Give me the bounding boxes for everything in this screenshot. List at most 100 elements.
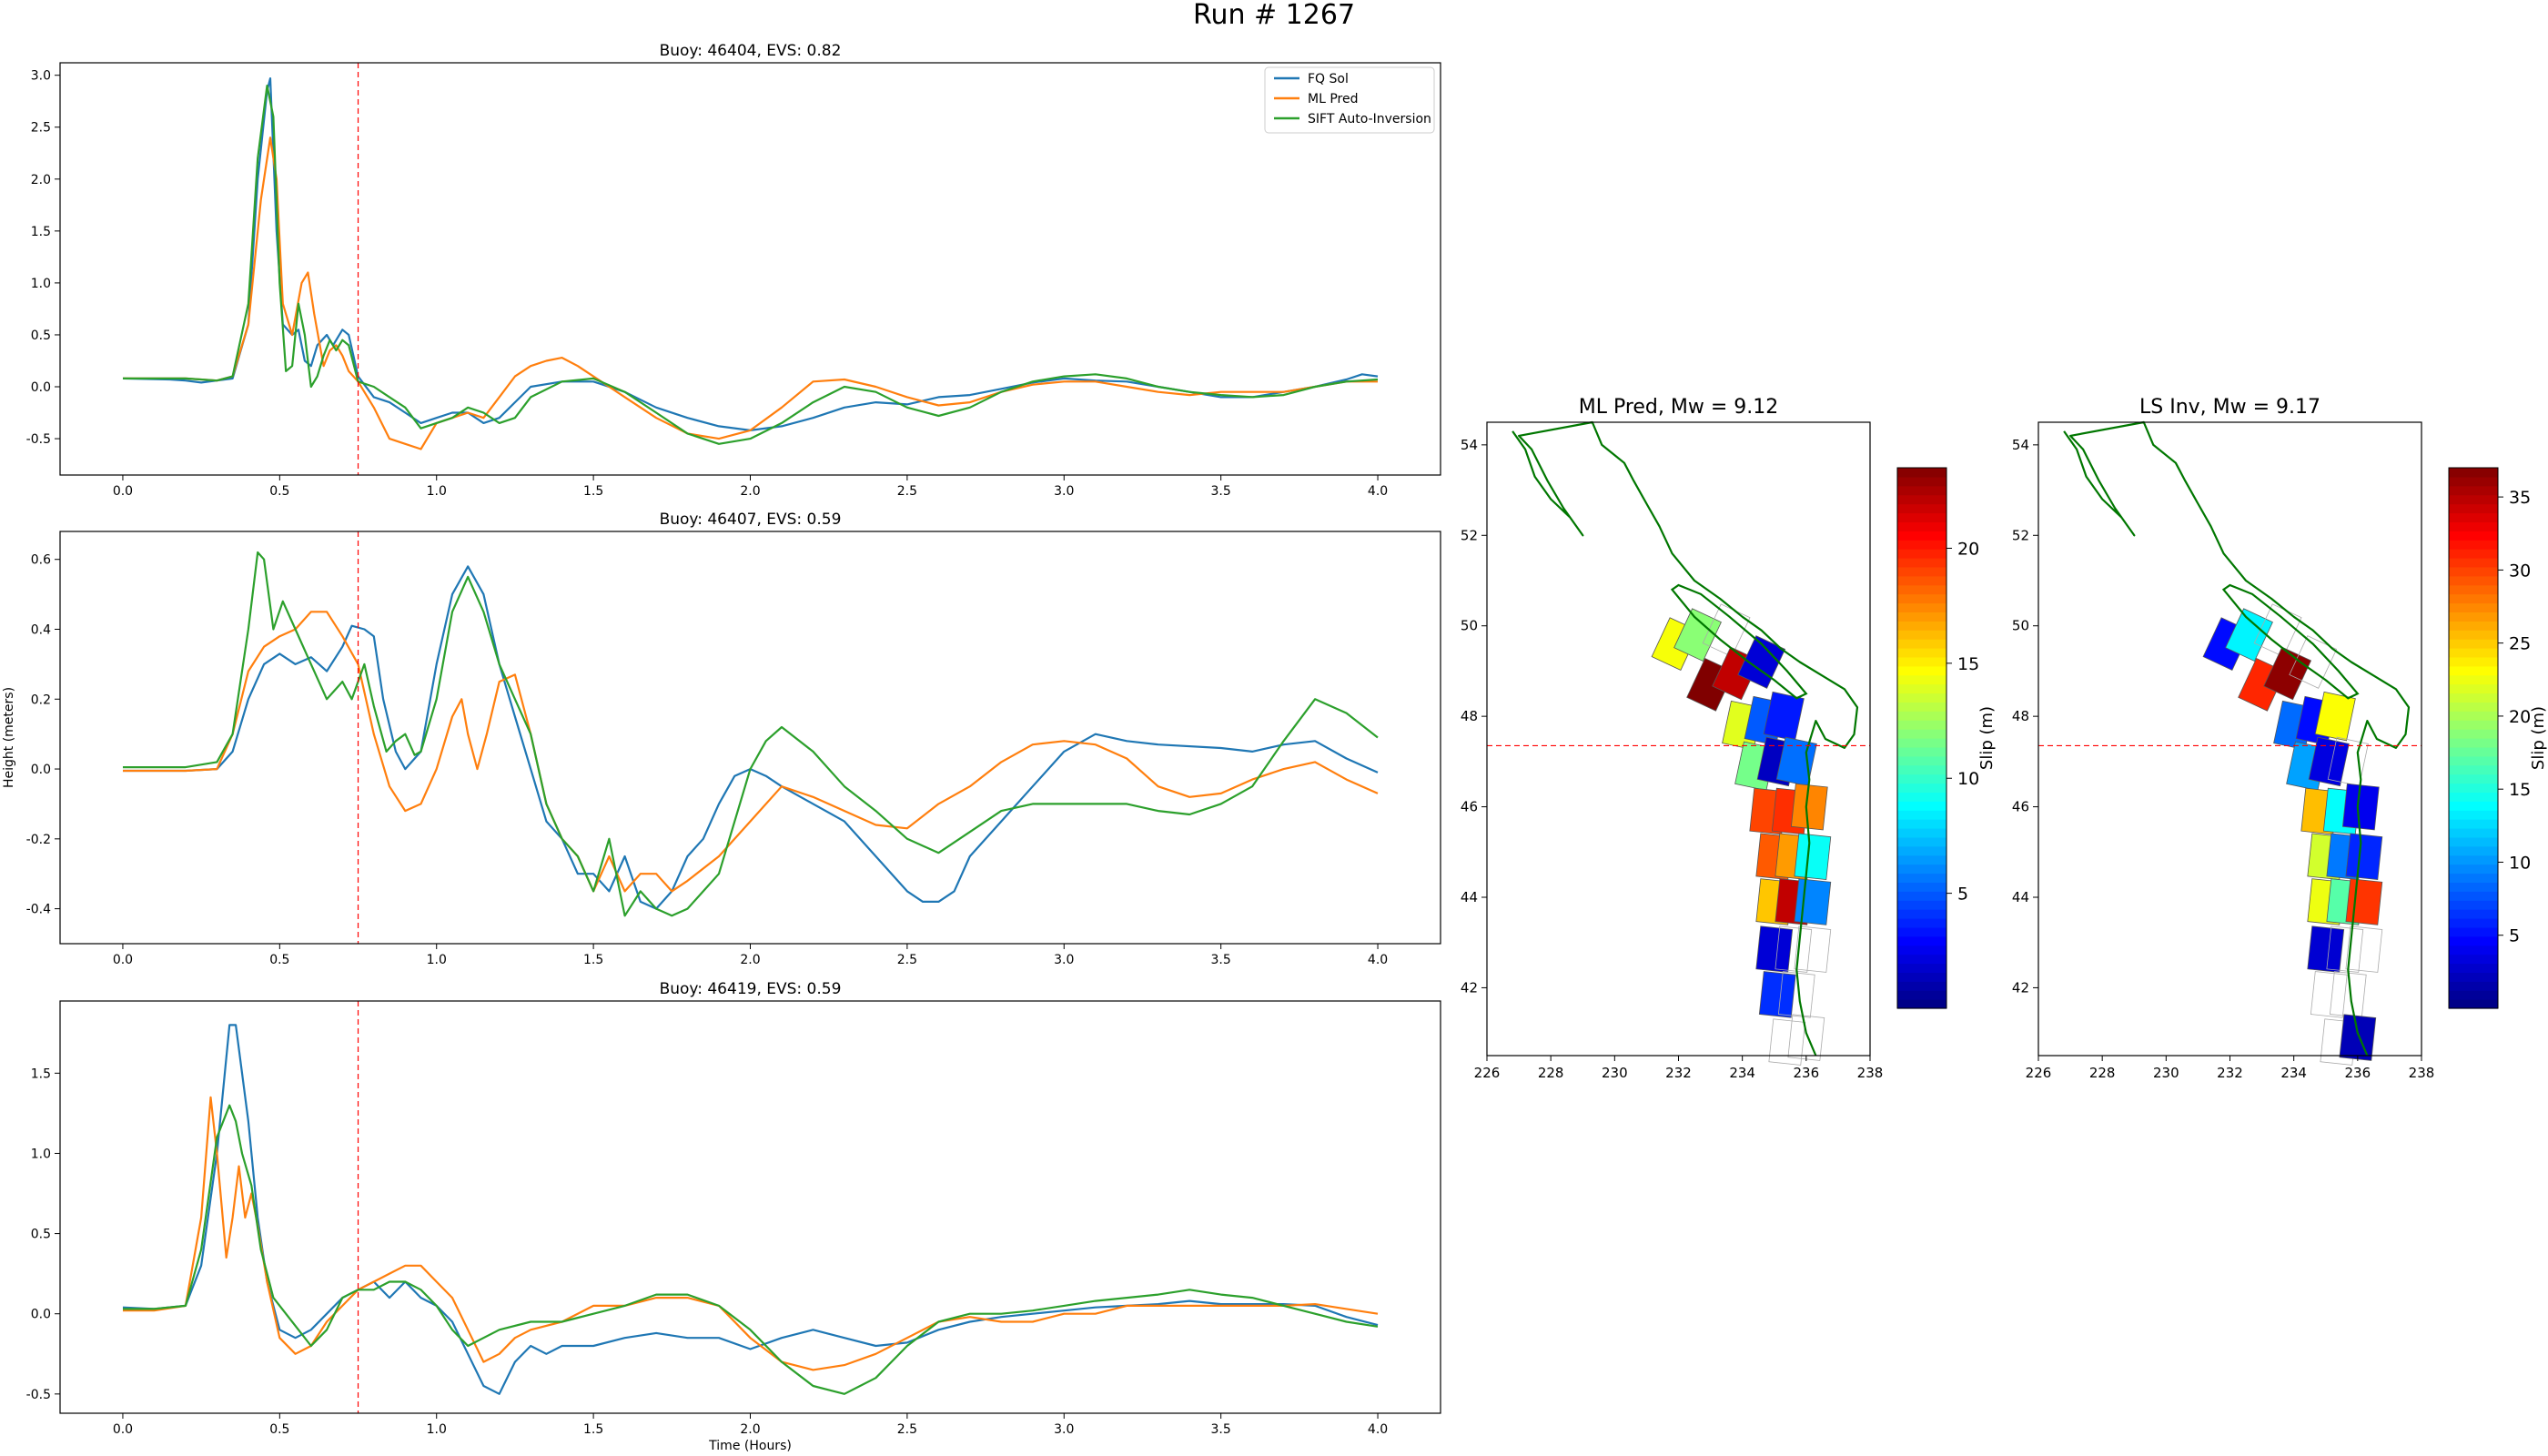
colorbar-segment: [1897, 963, 1946, 973]
buoy-46404-plot: Buoy: 46404, EVS: 0.82 0.0 0.5 1.0 1.5 2.0 2.…: [26, 42, 1441, 499]
colorbar-segment: [2449, 494, 2498, 505]
y-tick-label: 48: [1461, 708, 1478, 724]
series-line-fq-sol: [122, 77, 1379, 431]
colorbar-segment: [1897, 755, 1946, 766]
colorbar-segment: [1897, 783, 1946, 793]
legend-label-sift: SIFT Auto-Inversion: [1308, 112, 1431, 126]
colorbar-tick-label: 10: [2509, 853, 2531, 873]
fault-patch: [1777, 971, 1815, 1018]
fault-patch: [2345, 925, 2383, 973]
colorbar-segment: [2449, 990, 2498, 1000]
x-tick-label: 1.0: [427, 953, 447, 967]
x-tick-label: 230: [1602, 1065, 1628, 1081]
colorbar-segment: [2449, 729, 2498, 739]
x-tick-label: 232: [1665, 1065, 1692, 1081]
colorbar-segment: [2449, 584, 2498, 595]
fault-patch: [2341, 783, 2380, 831]
colorbar-segment: [2449, 540, 2498, 550]
colorbar-segment: [1897, 521, 1946, 531]
colorbar-segment: [2449, 981, 2498, 991]
plot-frame: [59, 1000, 1441, 1414]
y-tick-label: 0.5: [31, 329, 51, 343]
colorbar-segment: [2449, 945, 2498, 956]
colorbar-segment: [2449, 909, 2498, 919]
colorbar-segment: [2449, 630, 2498, 640]
plot-title-46404: Buoy: 46404, EVS: 0.82: [660, 42, 842, 60]
y-tick-label: 2.5: [31, 121, 51, 136]
fault-patch: [2289, 635, 2338, 689]
colorbar-segment: [2449, 549, 2498, 559]
x-tick-label: 4.0: [1368, 484, 1388, 499]
x-tick-label: 3.0: [1054, 1422, 1074, 1437]
colorbar-segment: [1897, 882, 1946, 892]
colorbar-tick-label: 15: [2509, 780, 2531, 800]
fault-patch: [2307, 925, 2345, 973]
ml-pred-slip-map: ML Pred, Mw = 9.12 Slip (m) 226 228 230 232…: [1461, 396, 1997, 1081]
colorbar-segment: [2449, 602, 2498, 612]
x-tick-label: 1.5: [583, 953, 603, 967]
colorbar-segment: [2449, 819, 2498, 829]
fault-patch: [1768, 1018, 1806, 1066]
colorbar-segment: [2449, 845, 2498, 856]
map-title-ml-pred: ML Pred, Mw = 9.12: [1579, 396, 1779, 419]
vancouver-island-outline: [1670, 583, 1808, 700]
colorbar-segment: [2449, 711, 2498, 721]
y-tick-label: 44: [1461, 889, 1478, 905]
x-tick-label: 3.5: [1211, 1422, 1231, 1437]
colorbar-segment: [2449, 764, 2498, 775]
colorbar-segment: [2449, 746, 2498, 757]
colorbar-segment: [1897, 711, 1946, 721]
y-tick-label: 3.0: [31, 69, 51, 84]
fault-patch: [1787, 1014, 1825, 1061]
y-tick-label: 0.6: [31, 553, 51, 568]
x-tick-label: 232: [2217, 1065, 2243, 1081]
colorbar-segment: [1897, 954, 1946, 965]
colorbar-segment: [2449, 639, 2498, 649]
series-line-ml-pred: [123, 611, 1379, 893]
fault-patch: [2339, 1014, 2377, 1061]
plot-frame: [59, 62, 1441, 476]
coastline: [1512, 420, 1859, 1057]
colorbar-segment: [2449, 854, 2498, 865]
colorbar-segment: [1897, 792, 1946, 802]
colorbar-segment: [1897, 819, 1946, 829]
x-tick-label: 2.0: [740, 1422, 760, 1437]
colorbar-segment: [2449, 783, 2498, 793]
y-axis-label: Height (meters): [2, 687, 16, 788]
fault-patch: [2327, 736, 2369, 787]
x-tick-label: 3.0: [1054, 484, 1074, 499]
colorbar-segment: [1897, 801, 1946, 811]
colorbar-tick-label: 5: [1957, 885, 1968, 905]
y-tick-label: 0.5: [31, 1228, 51, 1242]
y-tick-label: 52: [2012, 527, 2029, 543]
colorbar-segment: [2449, 521, 2498, 531]
y-tick-label: 1.0: [31, 1147, 51, 1161]
colorbar-segment: [1897, 540, 1946, 550]
x-tick-label: 228: [1538, 1065, 1564, 1081]
fault-patch: [2308, 736, 2350, 787]
y-tick-label: 52: [1461, 527, 1478, 543]
x-tick-label: 0.0: [113, 484, 133, 499]
x-tick-label: 3.0: [1054, 953, 1074, 967]
colorbar-segment: [2449, 566, 2498, 577]
colorbar-segment: [1897, 935, 1946, 946]
x-tick-label: 3.5: [1211, 484, 1231, 499]
buoy-46419-plot: Buoy: 46419, EVS: 0.59 Time (Hours) 0.0 0…: [26, 980, 1441, 1453]
ls-inv-slip-map: LS Inv, Mw = 9.17 Slip (m) 226 228 230 232 2…: [2012, 396, 2548, 1081]
y-tick-label: 42: [2012, 979, 2029, 996]
coastline: [2063, 420, 2411, 1057]
colorbar-segment: [1897, 864, 1946, 875]
colorbar-segment: [1897, 836, 1946, 847]
y-tick-label: 54: [2012, 437, 2029, 453]
colorbar-segment: [2449, 674, 2498, 685]
colorbar-segment: [1897, 926, 1946, 937]
y-tick-label: 1.0: [31, 277, 51, 291]
colorbar-segment: [1897, 999, 1946, 1009]
x-tick-label: 3.5: [1211, 953, 1231, 967]
colorbar-segment: [1897, 702, 1946, 712]
colorbar-segment: [2449, 891, 2498, 901]
colorbar-label-ls-inv: Slip (m): [2529, 706, 2548, 770]
fault-patch: [1794, 925, 1832, 973]
colorbar-segment: [2449, 693, 2498, 703]
colorbar-tick-label: 15: [1957, 654, 1979, 674]
